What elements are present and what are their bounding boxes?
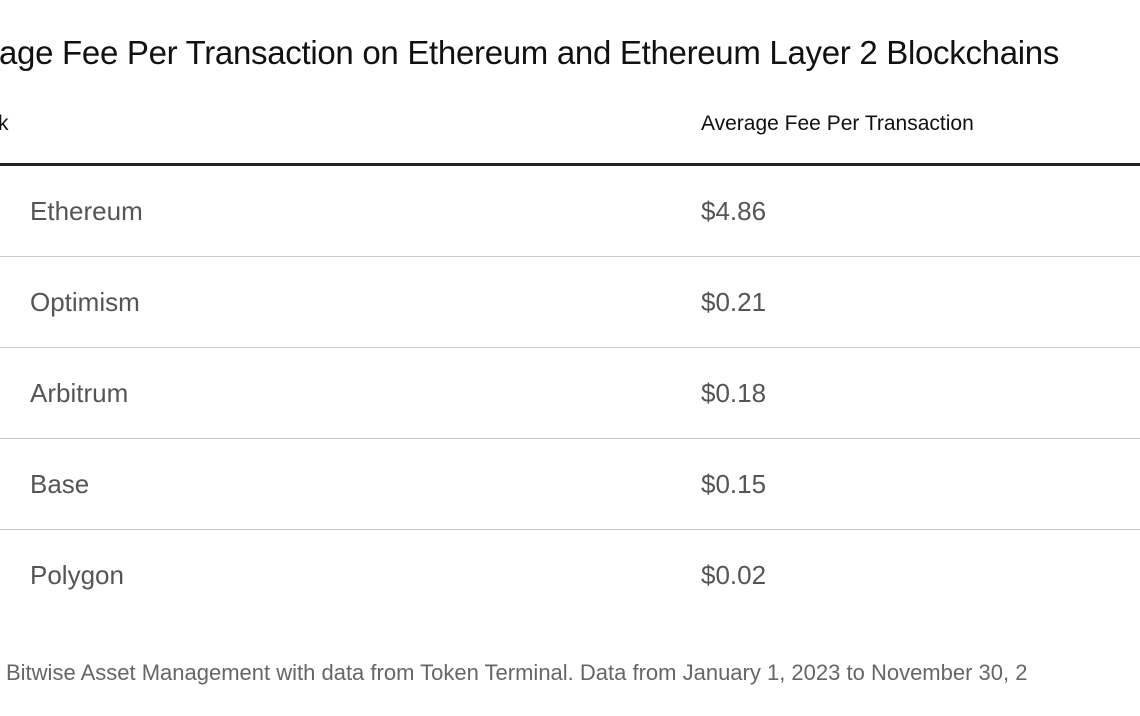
fee-value: $0.15 [701,469,767,499]
row-divider [0,256,1140,257]
network-name: Base [30,469,90,499]
table-row: Arbitrum $0.18 [0,348,1140,439]
network-name: Ethereum [30,196,143,226]
row-divider [0,529,1140,530]
table-row: Optimism $0.21 [0,257,1140,348]
network-name: Optimism [30,287,140,317]
fee-value: $0.21 [701,287,767,317]
table-row: Base $0.15 [0,439,1140,530]
fee-value: $0.18 [701,378,767,408]
source-note: Bitwise Asset Management with data from … [6,660,1028,685]
column-header: k [0,112,9,135]
column-header: Average Fee Per Transaction [701,112,974,135]
header-rule [0,163,1140,166]
fee-value: $0.02 [701,560,767,590]
row-divider [0,347,1140,348]
row-divider [0,438,1140,439]
network-name: Arbitrum [30,378,129,408]
table-row: Ethereum $4.86 [0,166,1140,257]
table-title: age Fee Per Transaction on Ethereum and … [0,34,1060,71]
network-name: Polygon [30,560,124,590]
table-row: Polygon $0.02 [0,530,1140,621]
fee-value: $4.86 [701,196,767,226]
